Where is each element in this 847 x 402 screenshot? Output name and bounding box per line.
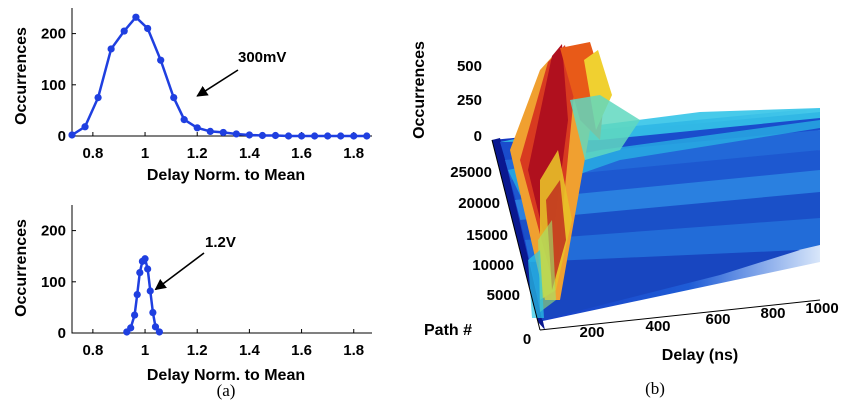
annotation-arrow bbox=[154, 252, 205, 291]
x-tick-label: 0.8 bbox=[82, 342, 103, 359]
data-point bbox=[107, 45, 115, 53]
y-tick-label: 100 bbox=[41, 77, 66, 94]
surface-ridges bbox=[500, 108, 820, 320]
series-line bbox=[71, 15, 367, 138]
ylabel-top: Occurrences bbox=[13, 27, 30, 125]
z-tick-label: 250 bbox=[457, 92, 482, 109]
y-tick-label: 10000 bbox=[472, 257, 514, 274]
data-point bbox=[132, 13, 140, 21]
y-tick-labels: 25000 20000 15000 10000 5000 bbox=[450, 164, 520, 304]
data-point bbox=[284, 132, 293, 140]
y-tick-label: 25000 bbox=[450, 164, 492, 181]
data-point bbox=[206, 127, 214, 135]
panel-right-3d-surface: 500 250 0 25000 20000 15000 10000 5000 0… bbox=[411, 41, 839, 364]
x-tick-label: 1.4 bbox=[239, 145, 261, 162]
y-tick-label: 0 bbox=[58, 128, 66, 145]
x-tick-label: 1 bbox=[141, 145, 149, 162]
x-tick-label: 1000 bbox=[805, 300, 838, 317]
annotation-300mv: 300mV bbox=[238, 49, 286, 66]
data-point bbox=[133, 291, 141, 299]
data-point bbox=[258, 131, 267, 140]
data-point bbox=[68, 131, 76, 139]
series-line bbox=[125, 256, 161, 333]
y-tick-label: 200 bbox=[41, 223, 66, 240]
x-tick-label: 1.8 bbox=[343, 342, 364, 359]
data-point bbox=[144, 265, 152, 273]
ylabel-bottom: Occurrences bbox=[13, 219, 30, 317]
x-tick-labels: 0 200 400 600 800 1000 bbox=[523, 300, 839, 348]
y-tick-label: 5000 bbox=[487, 287, 520, 304]
axes-frame-bottom: 0 100 200 0.8 1 1.2 1.4 1.6 1.8 bbox=[41, 205, 372, 359]
x-tick-label: 1 bbox=[141, 342, 149, 359]
y-tick-label: 0 bbox=[58, 325, 66, 342]
data-point bbox=[170, 94, 178, 102]
data-point bbox=[120, 27, 128, 35]
data-point bbox=[180, 116, 188, 124]
y-tick-label: 100 bbox=[41, 274, 66, 291]
data-point bbox=[297, 132, 306, 140]
data-point bbox=[193, 124, 201, 132]
x-tick-label: 400 bbox=[645, 318, 670, 335]
zlabel-right: Occurrences bbox=[411, 41, 428, 139]
xlabel-top: Delay Norm. to Mean bbox=[147, 167, 305, 184]
data-point bbox=[271, 131, 280, 140]
x-tick-label: 200 bbox=[579, 324, 604, 341]
axis-lines bbox=[71, 8, 372, 137]
data-point bbox=[151, 323, 160, 331]
panel-bottom-left-chart: 0 100 200 0.8 1 1.2 1.4 1.6 1.8 Occurrences Dela… bbox=[13, 205, 372, 384]
xlabel-bottom: Delay Norm. to Mean bbox=[147, 367, 305, 384]
x-tick-label: 1.4 bbox=[239, 342, 261, 359]
ylabel-right: Path # bbox=[424, 322, 472, 339]
axis-lines bbox=[71, 205, 372, 334]
annotation-arrow bbox=[196, 69, 239, 97]
y-tick-label: 20000 bbox=[458, 195, 500, 212]
panel-top-left-chart: 0 100 200 0.8 1 1.2 1.4 1.6 1.8 Occurrences Dela… bbox=[13, 8, 372, 184]
surface-peak bbox=[510, 42, 640, 318]
x-tick-label: 1.2 bbox=[187, 342, 208, 359]
data-point bbox=[155, 328, 163, 336]
data-point bbox=[337, 132, 345, 140]
data-point bbox=[94, 94, 102, 102]
data-point bbox=[149, 308, 157, 317]
z-tick-labels: 500 250 0 bbox=[457, 58, 482, 145]
y-tick-label: 200 bbox=[41, 26, 66, 43]
data-point bbox=[157, 56, 165, 64]
z-tick-label: 0 bbox=[474, 128, 482, 145]
marks-bottom bbox=[123, 252, 205, 336]
data-point bbox=[136, 268, 144, 277]
data-point bbox=[311, 132, 319, 140]
x-tick-label: 1.6 bbox=[291, 145, 312, 162]
data-point bbox=[131, 311, 139, 319]
x-tick-label: 600 bbox=[705, 311, 730, 328]
path-axis-line bbox=[491, 139, 541, 331]
axes-frame-top: 0 100 200 0.8 1 1.2 1.4 1.6 1.8 bbox=[41, 8, 372, 162]
x-tick-label: 1.6 bbox=[291, 342, 312, 359]
caption-a: (a) bbox=[217, 381, 236, 400]
z-tick-label: 500 bbox=[457, 58, 482, 75]
xlabel-right: Delay (ns) bbox=[662, 347, 738, 364]
data-point bbox=[232, 130, 240, 138]
y-tick-label: 15000 bbox=[466, 227, 508, 244]
x-tick-label: 1.8 bbox=[343, 145, 364, 162]
data-point bbox=[363, 132, 371, 140]
x-tick-label: 0 bbox=[523, 331, 531, 348]
data-point bbox=[146, 287, 154, 295]
data-point bbox=[144, 24, 152, 33]
x-tick-label: 1.2 bbox=[187, 145, 208, 162]
data-point bbox=[81, 123, 89, 131]
marks-top bbox=[68, 13, 371, 140]
data-point bbox=[350, 132, 358, 140]
data-point bbox=[219, 128, 227, 137]
data-point bbox=[245, 131, 253, 139]
data-point bbox=[324, 132, 332, 140]
caption-b: (b) bbox=[645, 379, 665, 398]
data-point bbox=[141, 255, 149, 263]
data-point bbox=[127, 324, 135, 332]
x-tick-label: 0.8 bbox=[82, 145, 103, 162]
annotation-1-2v: 1.2V bbox=[205, 234, 236, 251]
delay-axis-line bbox=[539, 299, 821, 331]
x-tick-label: 800 bbox=[760, 305, 785, 322]
